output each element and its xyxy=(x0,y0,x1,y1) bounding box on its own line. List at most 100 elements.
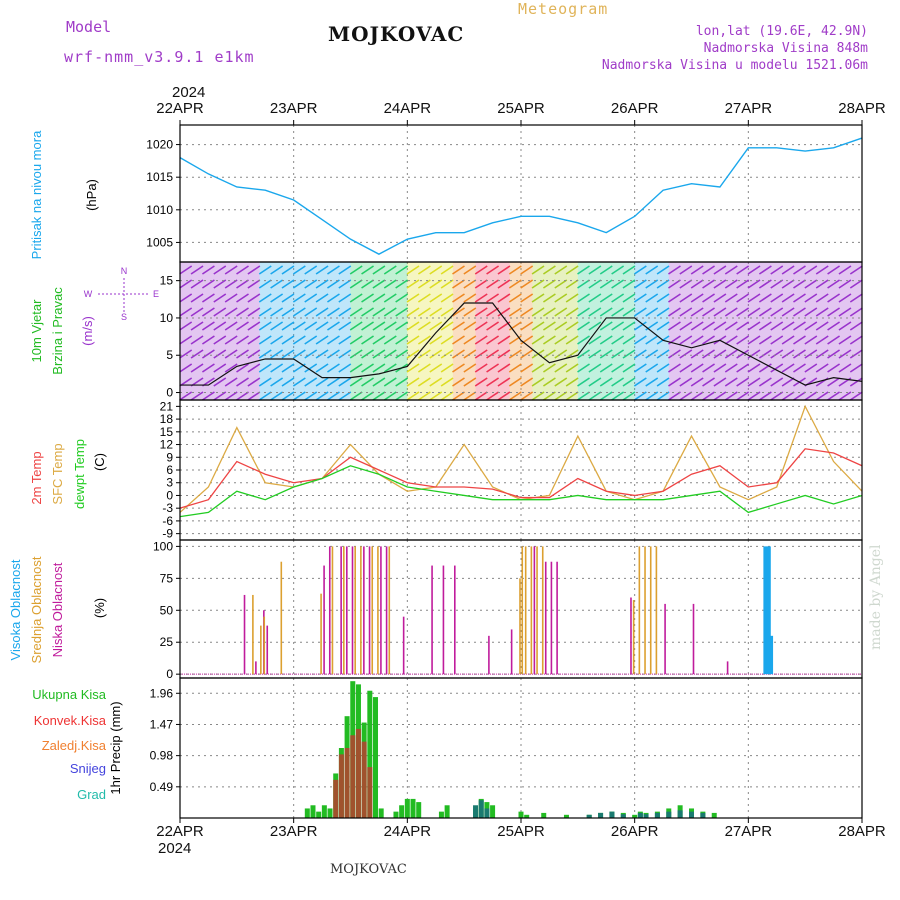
wind-barb xyxy=(406,293,420,303)
wind-barb xyxy=(474,321,488,331)
wind-barb xyxy=(702,293,715,303)
wind-barb xyxy=(315,363,329,373)
wind-barb xyxy=(315,349,329,359)
wind-barb xyxy=(213,265,227,275)
wind-barb xyxy=(542,335,556,345)
wind-barb xyxy=(565,321,579,331)
cloud-bar xyxy=(371,546,374,675)
wind-barb xyxy=(508,321,522,331)
wind-barb xyxy=(440,363,454,373)
wind-barb xyxy=(588,265,602,275)
wind-barb xyxy=(793,363,806,373)
wind-barb xyxy=(838,265,852,275)
y-tick-label: 100 xyxy=(153,539,173,553)
wind-barb xyxy=(372,321,386,331)
coords-label: lon,lat (19.6E, 42.9N) xyxy=(695,24,868,39)
wind-barb xyxy=(793,349,806,359)
wind-barb xyxy=(690,293,704,303)
wind-barb xyxy=(611,377,625,387)
precip-bar xyxy=(598,812,604,818)
wind-barb xyxy=(213,363,227,373)
precip-bar xyxy=(393,811,399,818)
wind-barb xyxy=(758,265,772,275)
wind-barb xyxy=(770,265,784,275)
wind-barb xyxy=(622,391,636,401)
wind-barb xyxy=(349,279,363,289)
wind-barb xyxy=(611,293,625,303)
wind-barb xyxy=(577,349,590,359)
wind-barb xyxy=(224,321,238,331)
wind-barb xyxy=(281,363,295,373)
x-tick-label-bottom: 27APR xyxy=(725,823,773,840)
wind-barb xyxy=(474,265,488,275)
wind-barb xyxy=(781,363,795,373)
wind-barb xyxy=(383,335,397,345)
y-tick-label: 0 xyxy=(166,386,173,400)
wind-barb xyxy=(395,391,409,401)
precip-bar xyxy=(473,805,479,818)
wind-barb xyxy=(292,349,306,359)
wind-barb xyxy=(838,349,852,359)
wind-barb xyxy=(724,335,738,345)
cloud-bar xyxy=(541,546,544,675)
model-name: wrf-nmm_v3.9.1 e1km xyxy=(64,48,255,66)
wind-barb xyxy=(270,377,284,387)
wind-barb xyxy=(747,321,761,331)
wind-barb xyxy=(815,265,829,275)
wind-barb xyxy=(236,363,249,373)
year-bottom: 2024 xyxy=(158,840,192,857)
wind-barb xyxy=(838,363,852,373)
wind-barb xyxy=(713,377,727,387)
wind-barb xyxy=(292,391,306,401)
wind-barb xyxy=(668,265,681,275)
wind-barb xyxy=(520,321,534,331)
wind-barb xyxy=(372,279,386,289)
wind-barb xyxy=(702,265,715,275)
wind-barb xyxy=(417,363,431,373)
wind-barb xyxy=(542,363,556,373)
wind-barb xyxy=(315,279,329,289)
cloud-bar xyxy=(649,546,652,675)
wind-barb xyxy=(645,363,659,373)
wind-barb xyxy=(361,335,374,345)
wind-barb xyxy=(406,321,420,331)
wind-barb xyxy=(486,293,500,303)
wind-barb xyxy=(417,293,431,303)
wind-barb xyxy=(815,279,829,289)
wind-barb xyxy=(633,293,647,303)
wind-barb xyxy=(531,279,545,289)
wind-barb xyxy=(713,279,727,289)
wind-barb xyxy=(474,307,488,317)
wind-barb xyxy=(770,363,784,373)
precip-bar xyxy=(367,690,373,818)
wind-barb xyxy=(372,349,386,359)
wind-barb xyxy=(463,335,477,345)
x-tick-label-bottom: 28APR xyxy=(838,823,886,840)
wind-barb xyxy=(702,335,715,345)
wind-barb xyxy=(531,321,545,331)
precip-bar xyxy=(355,728,361,818)
wind-barb xyxy=(565,363,579,373)
y-tick-label: 1015 xyxy=(146,170,173,184)
wind-barb xyxy=(452,279,465,289)
wind-barb xyxy=(372,391,386,401)
wind-barb xyxy=(497,335,511,345)
wind-barb xyxy=(508,363,522,373)
wind-barb xyxy=(315,265,329,275)
wind-barb xyxy=(758,391,772,401)
wind-barb xyxy=(474,349,488,359)
wind-barb xyxy=(190,335,204,345)
wind-barb xyxy=(213,279,227,289)
precip-bar xyxy=(310,805,316,818)
wind-barb xyxy=(258,349,272,359)
wind-barb xyxy=(793,307,806,317)
wind-barb xyxy=(849,377,863,387)
wind-barb xyxy=(656,279,670,289)
wind-band xyxy=(350,262,408,400)
wind-barb xyxy=(224,307,238,317)
wind-barb xyxy=(361,307,374,317)
panel-frame xyxy=(179,677,863,819)
wind-barb xyxy=(611,307,625,317)
wind-barb xyxy=(758,293,772,303)
wind-barb xyxy=(213,335,227,345)
